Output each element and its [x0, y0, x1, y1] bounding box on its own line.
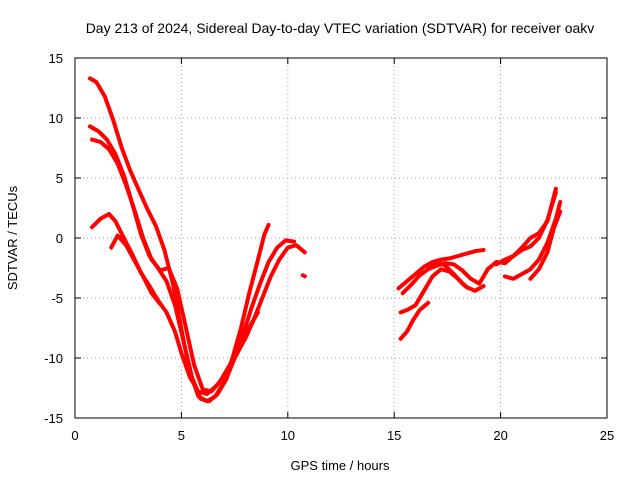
x-tick-label: 25	[600, 428, 614, 443]
series-track-m	[528, 209, 563, 281]
y-tick-label: -15	[44, 411, 63, 426]
chart-title: Day 213 of 2024, Sidereal Day-to-day VTE…	[86, 20, 595, 36]
x-tick-label: 5	[178, 428, 185, 443]
y-tick-label: -10	[44, 351, 63, 366]
x-tick-label: 15	[387, 428, 401, 443]
y-axis-label: SDTVAR / TECUs	[5, 185, 20, 290]
series-track-f	[300, 273, 307, 279]
x-tick-label: 20	[493, 428, 507, 443]
axis-ticks: 0 5 10 15 20 25 -15 -10 -5 0 5 10 15	[44, 51, 614, 443]
series-track-d	[90, 212, 260, 396]
y-tick-label: -5	[51, 291, 63, 306]
series-track-g	[396, 248, 486, 291]
series-track-e	[109, 233, 163, 306]
y-tick-label: 5	[56, 171, 63, 186]
x-tick-label: 0	[71, 428, 78, 443]
series-track-c	[90, 137, 307, 394]
grid-lines	[75, 58, 607, 418]
y-tick-label: 15	[49, 51, 63, 66]
series-track-k	[426, 260, 471, 291]
x-tick-label: 10	[281, 428, 295, 443]
series-track-n	[494, 186, 558, 267]
y-tick-label: 0	[56, 231, 63, 246]
x-axis-label: GPS time / hours	[291, 458, 390, 473]
series-track-j	[398, 300, 431, 341]
data-series	[87, 76, 563, 404]
y-tick-label: 10	[49, 111, 63, 126]
